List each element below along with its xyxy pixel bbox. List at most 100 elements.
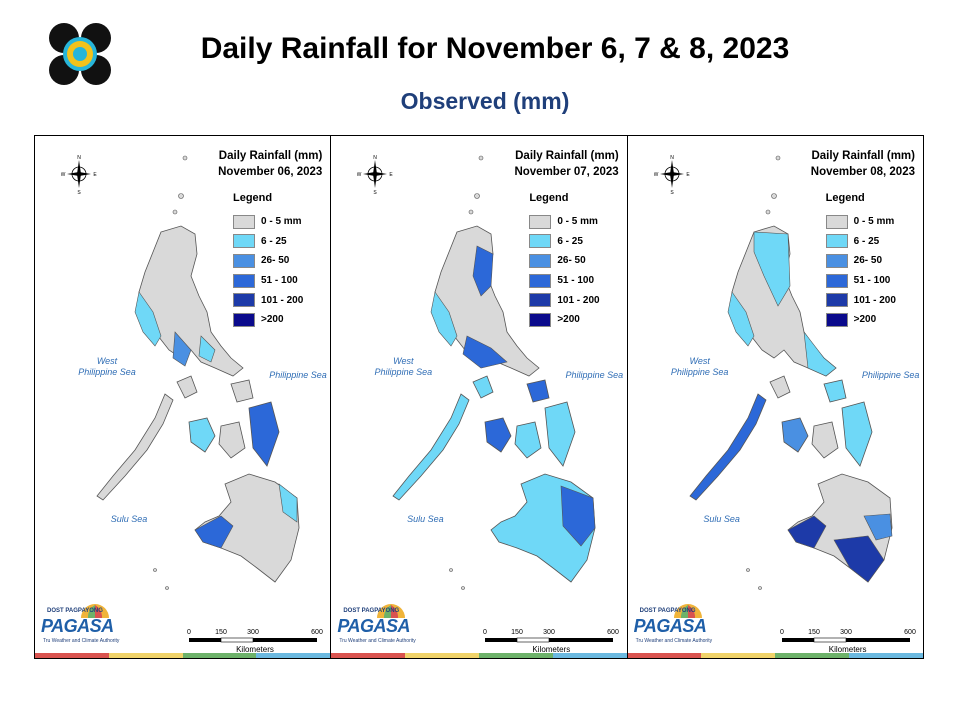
legend-swatch [529, 273, 552, 288]
legend: Legend 0 - 5 mm 6 - 25 26- 50 51 - 100 1… [825, 192, 922, 330]
scale-tick: 600 [311, 629, 323, 636]
agency-name: PAGASA [41, 616, 114, 636]
agency-tagline: Tru Weather and Climate Authority [339, 638, 416, 644]
legend: Legend 0 - 5 mm 6 - 25 26- 50 51 - 100 1… [233, 192, 329, 330]
legend-title: Legend [825, 192, 865, 204]
legend-item: 51 - 100 [825, 271, 922, 291]
umbrella-icon [673, 604, 702, 618]
legend-label: 51 - 100 [853, 275, 891, 287]
agency-top: DOST PAGPAYONG [47, 608, 103, 614]
scale-unit: Kilometers [532, 645, 571, 654]
scale-bar: 0 150 300 600 [483, 629, 619, 643]
agency-top: DOST PAGPAYONG [639, 608, 696, 614]
color-stripe [627, 653, 923, 658]
legend-swatch [825, 234, 848, 249]
agency-tagline: Tru Weather and Climate Authority [635, 638, 713, 644]
compass-e: E [686, 172, 690, 178]
scale-tick: 300 [247, 629, 259, 636]
legend-swatch [233, 234, 255, 249]
legend-swatch [233, 214, 255, 229]
legend-swatch [825, 273, 848, 288]
dost-logo [48, 22, 112, 86]
pagasa-logo: DOST PAGPAYONG PAGASA Tru Weather and Cl… [335, 602, 416, 650]
pagasa-logo: DOST PAGPAYONG PAGASA Tru Weather and Cl… [632, 602, 712, 650]
sea-label-philippine: Philippine Sea [269, 370, 327, 380]
color-stripe [331, 653, 627, 658]
legend-item: 6 - 25 [825, 232, 922, 252]
panel-title: Daily Rainfall (mm) November 06, 2023 [218, 148, 322, 180]
legend-swatch [825, 253, 848, 268]
legend-item: 101 - 200 [233, 290, 329, 310]
compass-w: W [357, 172, 362, 178]
legend-swatch [529, 312, 552, 327]
panel-heading: Daily Rainfall (mm) [515, 150, 619, 162]
scale-tick: 300 [543, 629, 555, 636]
legend-item: 26- 50 [233, 251, 329, 271]
scale-tick: 600 [607, 629, 619, 636]
legend-swatch [233, 293, 255, 308]
legend-title: Legend [529, 192, 569, 204]
legend-label: 26- 50 [853, 255, 883, 267]
compass-e: E [390, 172, 394, 178]
scale-tick: 150 [808, 629, 820, 636]
map-panel-nov-08: N S E W Daily Rainfall (mm) November 08,… [627, 136, 923, 658]
panel-date: November 07, 2023 [514, 166, 619, 178]
page-subtitle: Observed (mm) [400, 88, 570, 114]
legend-label: 101 - 200 [853, 294, 896, 306]
legend-item: 51 - 100 [529, 271, 625, 291]
scale-tick: 300 [840, 629, 852, 636]
legend-item: >200 [529, 310, 625, 330]
agency-top: DOST PAGPAYONG [343, 608, 400, 614]
scale-tick: 0 [483, 629, 487, 636]
scale-tick: 150 [215, 629, 227, 636]
color-stripe [35, 653, 331, 658]
legend-swatch [233, 312, 255, 327]
philippines-map [392, 155, 596, 590]
legend-item: 6 - 25 [529, 232, 625, 252]
legend-label: 6 - 25 [853, 235, 880, 247]
legend-label: >200 [261, 314, 284, 326]
sea-label-philippine: Philippine Sea [565, 370, 624, 380]
sea-label-west: West Philippine Sea [374, 356, 433, 377]
legend-swatch [529, 234, 552, 249]
legend-label: 0 - 5 mm [853, 216, 895, 228]
agency-name: PAGASA [633, 616, 707, 636]
compass-icon: N S E W [654, 155, 690, 194]
agency-name: PAGASA [337, 616, 411, 636]
sea-label-sulu: Sulu Sea [407, 514, 444, 524]
compass-icon: N S E W [357, 155, 394, 194]
scale-unit: Kilometers [236, 645, 274, 654]
legend-item: 26- 50 [825, 251, 922, 271]
scale-tick: 600 [904, 629, 916, 636]
compass-s: S [374, 190, 378, 194]
compass-s: S [670, 190, 674, 194]
legend-swatch [233, 273, 255, 288]
legend: Legend 0 - 5 mm 6 - 25 26- 50 51 - 100 1… [529, 192, 625, 330]
legend-label: 26- 50 [557, 255, 586, 267]
compass-icon: N S E W [61, 155, 97, 194]
legend-label: >200 [853, 314, 877, 326]
panel-date: November 06, 2023 [218, 166, 323, 178]
philippines-map [689, 155, 893, 590]
legend-item: 0 - 5 mm [529, 212, 625, 232]
legend-label: 51 - 100 [261, 275, 298, 287]
legend-label: 101 - 200 [557, 294, 600, 306]
legend-swatch [529, 253, 552, 268]
panel-date: November 08, 2023 [810, 166, 915, 178]
legend-item: 101 - 200 [529, 290, 625, 310]
legend-swatch [825, 214, 848, 229]
legend-swatch [529, 214, 552, 229]
compass-w: W [61, 172, 66, 178]
legend-item: 26- 50 [529, 251, 625, 271]
panel-title: Daily Rainfall (mm) November 07, 2023 [514, 148, 618, 180]
rainfall-maps: N S E W Daily Rainfall (mm) November 06,… [34, 135, 924, 659]
legend-swatch [825, 293, 848, 308]
legend-label: 26- 50 [261, 255, 290, 267]
scale-tick: 0 [187, 629, 191, 636]
philippines-map [96, 155, 300, 590]
legend-label: >200 [557, 314, 580, 326]
legend-title: Legend [233, 192, 273, 204]
legend-label: 0 - 5 mm [261, 216, 302, 228]
pagasa-logo: DOST PAGPAYONG PAGASA Tru Weather and Cl… [39, 602, 119, 650]
sea-label-west: West Philippine Sea [670, 356, 729, 377]
